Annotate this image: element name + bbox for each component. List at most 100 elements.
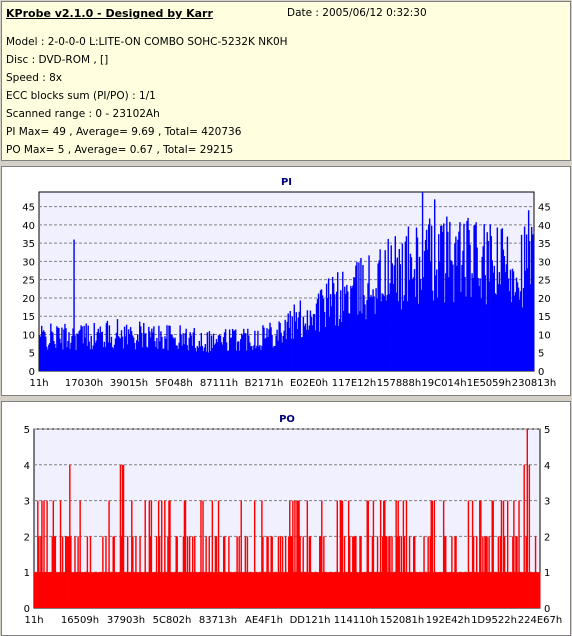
bar [402, 301, 405, 371]
x-tick-label: 19C014h [421, 378, 466, 389]
y-tick-label-right: 2 [544, 532, 550, 543]
bar [431, 290, 434, 371]
bar [383, 500, 385, 608]
bar [336, 500, 338, 608]
bar [243, 572, 246, 608]
bar [484, 536, 486, 608]
bar [140, 572, 142, 608]
bar [41, 325, 43, 371]
bar [143, 322, 145, 371]
bar [160, 331, 162, 371]
bar [406, 301, 409, 371]
bar [468, 230, 470, 371]
bar [114, 572, 116, 608]
bar [315, 572, 318, 608]
x-tick-label: 117E12h [332, 378, 376, 389]
bar [368, 255, 370, 371]
bar [504, 272, 507, 371]
bar [376, 298, 378, 371]
bar [515, 277, 518, 371]
bar [148, 500, 151, 608]
bar [175, 536, 177, 608]
bar [237, 572, 239, 608]
bar [42, 572, 44, 608]
bar [314, 572, 317, 608]
bar [81, 326, 83, 371]
bar [189, 332, 191, 371]
bar [298, 311, 301, 371]
bar [217, 500, 220, 608]
bar [168, 500, 170, 608]
bar [353, 536, 355, 608]
bar [286, 321, 288, 371]
bar [347, 500, 350, 608]
bar [153, 326, 155, 371]
bar [248, 335, 250, 371]
bar [500, 500, 503, 608]
bar [436, 269, 438, 371]
bar [463, 572, 466, 608]
bar [523, 464, 525, 608]
bar [504, 572, 507, 608]
bar [198, 340, 201, 371]
x-tick-label: 37903h [107, 615, 145, 626]
bar [458, 572, 460, 608]
x-tick-label: 152081h [380, 615, 425, 626]
bar [285, 572, 288, 608]
bar [503, 256, 506, 371]
bar [502, 500, 505, 608]
bar [118, 337, 121, 371]
bar [108, 500, 110, 608]
bar [396, 536, 398, 608]
bar [489, 572, 491, 608]
bar [388, 294, 390, 371]
bar [205, 351, 208, 371]
bar [526, 429, 529, 608]
bar [98, 572, 100, 608]
bar [411, 279, 414, 371]
bar [163, 572, 165, 608]
bar [54, 536, 57, 608]
x-tick-label: 17030h [65, 378, 103, 389]
bar [122, 348, 125, 371]
bar [199, 572, 201, 608]
bar [449, 572, 451, 608]
bar [114, 338, 117, 371]
bar [213, 344, 216, 371]
bar [46, 500, 48, 608]
bar [83, 572, 85, 608]
x-tick-label: 16509h [61, 615, 99, 626]
bar [480, 500, 482, 608]
bar [531, 234, 534, 371]
bar [42, 331, 44, 371]
bar [422, 572, 424, 608]
bar [40, 536, 42, 608]
bar [485, 536, 487, 608]
bar [135, 340, 138, 371]
bar [168, 325, 170, 371]
bar [161, 336, 163, 371]
bar [369, 297, 371, 371]
bar [404, 572, 407, 608]
bar [461, 264, 463, 371]
bar [45, 572, 47, 608]
bar [241, 572, 243, 608]
bar [248, 572, 251, 608]
bar [465, 572, 468, 608]
bar [104, 347, 107, 371]
y-tick-label-right: 0 [544, 604, 550, 615]
bar [517, 287, 520, 371]
bar [451, 261, 453, 371]
bar [270, 536, 272, 608]
bar [305, 572, 308, 608]
bar [139, 536, 141, 608]
bar [123, 572, 126, 608]
bar [145, 333, 147, 371]
bar [456, 572, 458, 608]
bar [79, 329, 81, 371]
bar [415, 572, 417, 608]
bar [362, 265, 364, 371]
bar [289, 311, 291, 371]
bar [84, 337, 86, 371]
y-tick-label-left: 20 [22, 294, 35, 305]
